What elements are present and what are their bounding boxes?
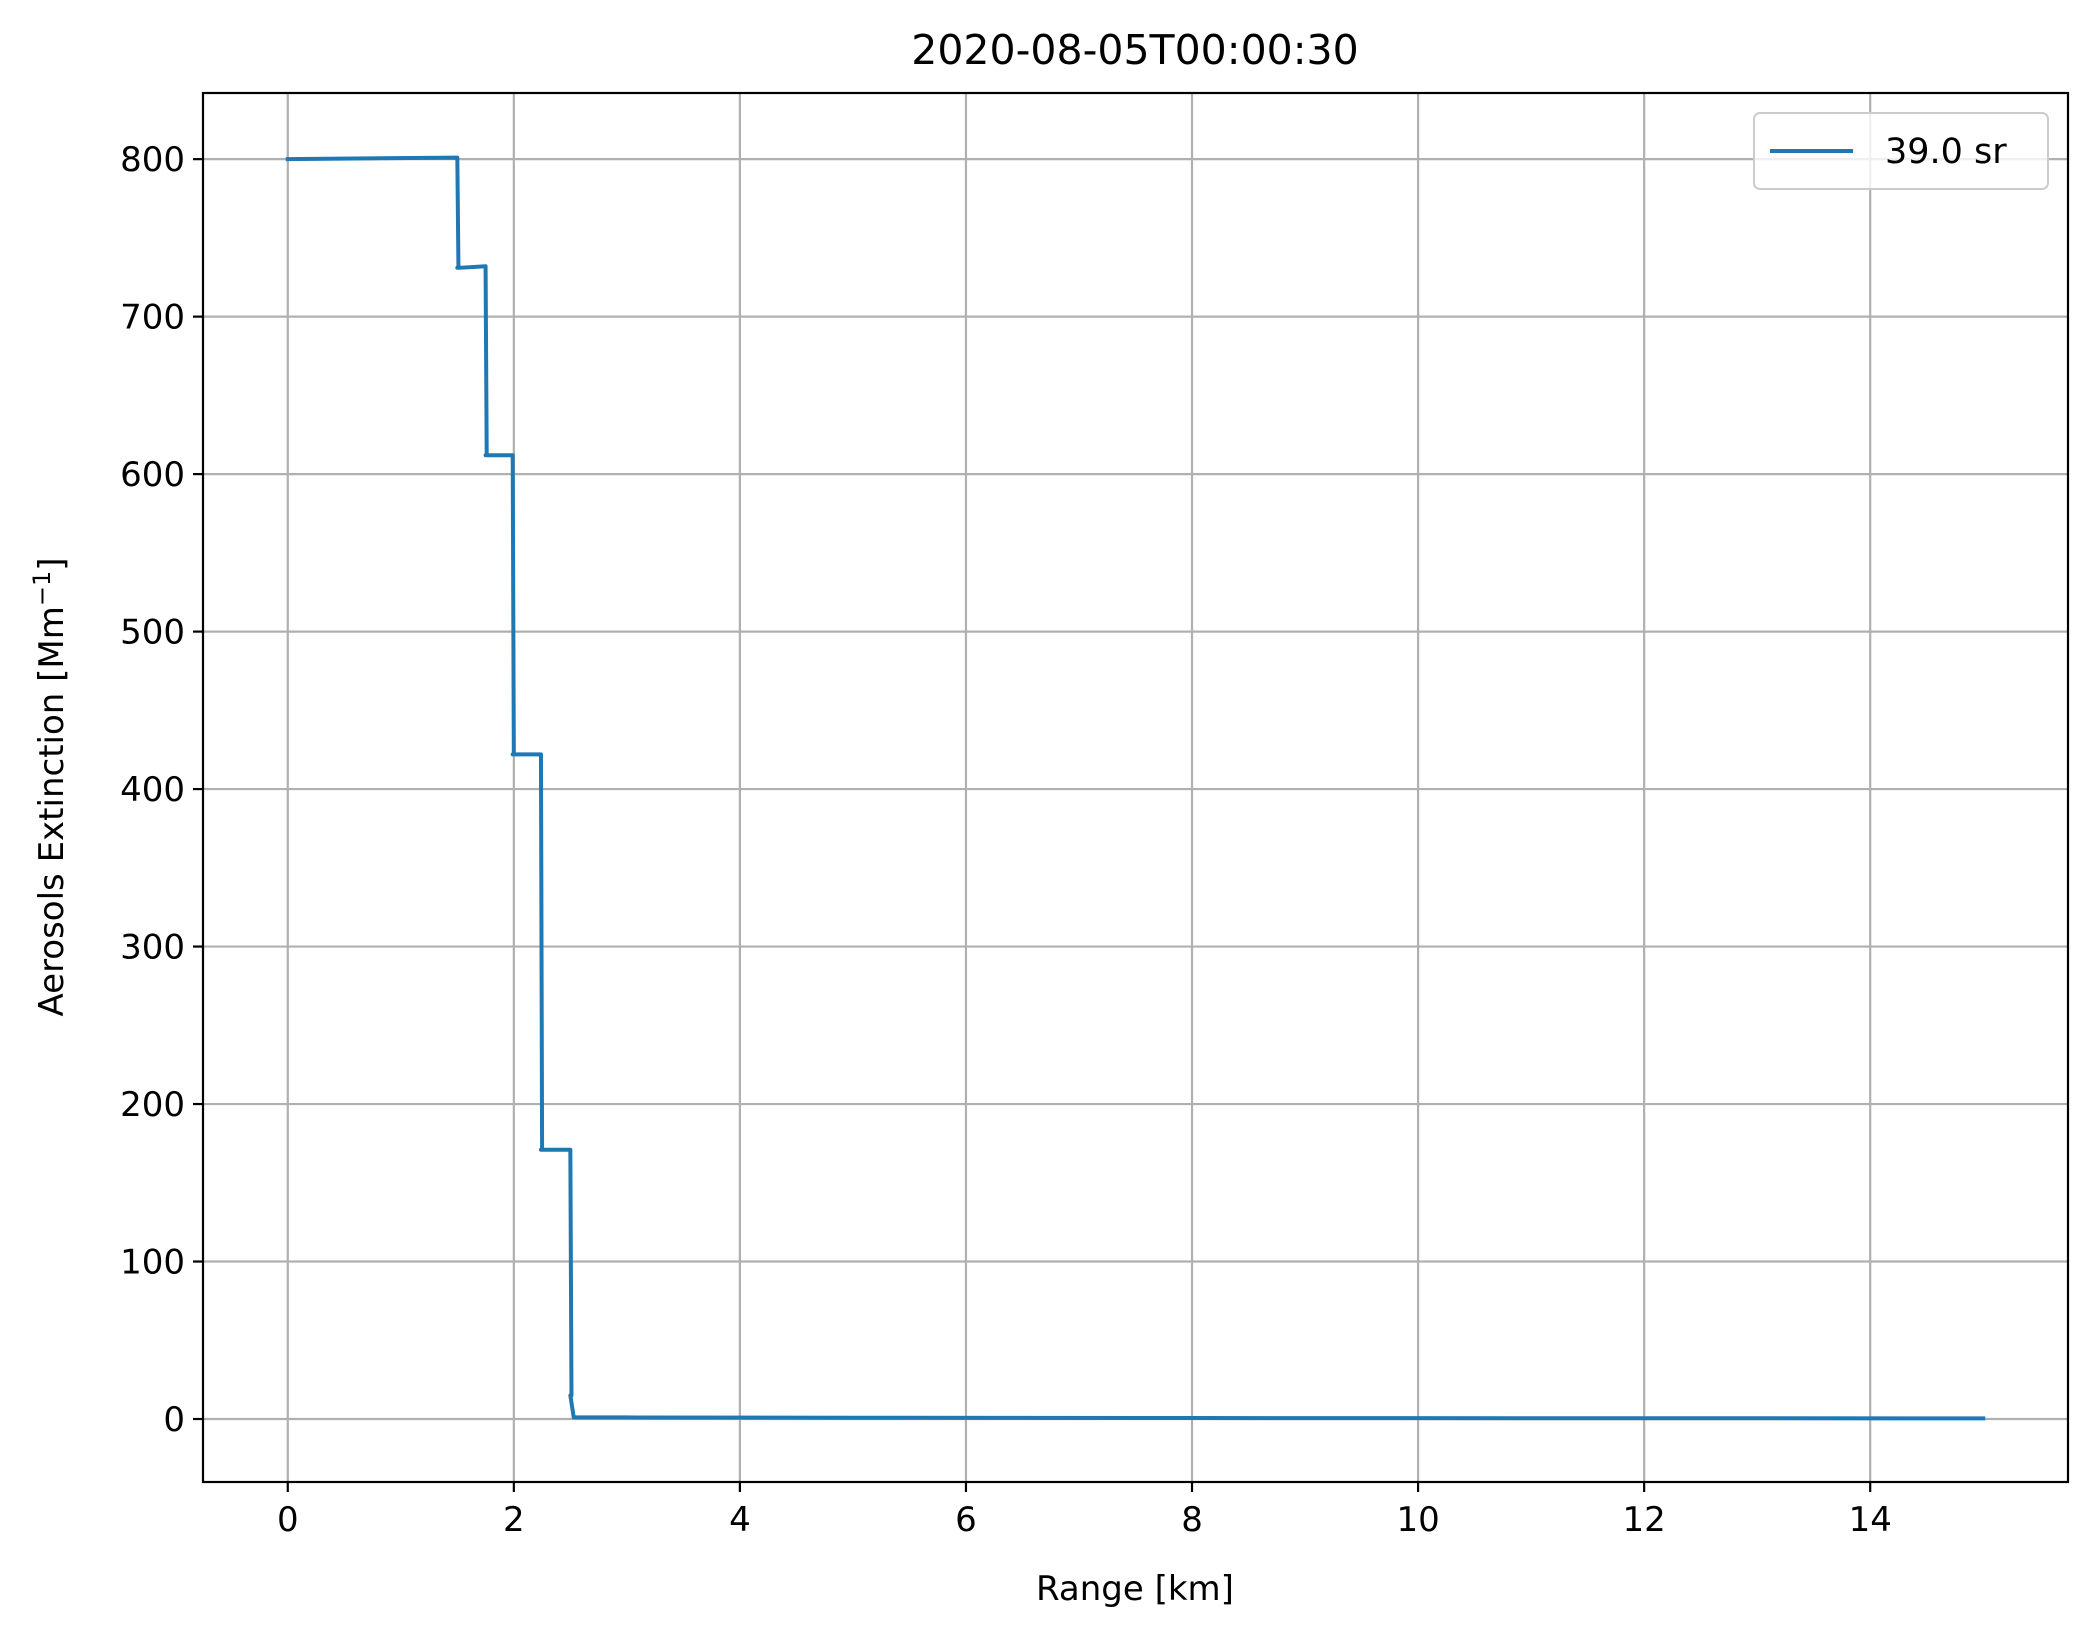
x-tick-label: 6 bbox=[955, 1500, 977, 1540]
chart-title: 2020-08-05T00:00:30 bbox=[911, 26, 1358, 74]
plot-lines bbox=[285, 155, 1986, 1421]
legend: 39.0 sr bbox=[1753, 112, 2049, 190]
axes-frame bbox=[201, 91, 2070, 1484]
y-tick-label: 400 bbox=[120, 770, 185, 810]
x-tick-label: 8 bbox=[1181, 1500, 1203, 1540]
y-tick-label: 300 bbox=[120, 928, 185, 968]
y-tick-label: 100 bbox=[120, 1243, 185, 1283]
y-tick-label: 0 bbox=[163, 1400, 185, 1440]
x-axis-label: Range [km] bbox=[1036, 1569, 1234, 1609]
y-axis-label: Aerosols Extinction [Mm−1] bbox=[28, 557, 72, 1016]
y-tick-label: 700 bbox=[120, 298, 185, 338]
ticks: 0 2 4 6 8 10 12 14 0 100 200 300 400 500 600 700 800 bbox=[120, 140, 1892, 1540]
x-tick-label: 2 bbox=[503, 1500, 525, 1540]
y-tick-label: 800 bbox=[120, 140, 185, 180]
y-tick-label: 500 bbox=[120, 613, 185, 653]
legend-label: 39.0 sr bbox=[1885, 132, 2007, 172]
y-axis-label-superscript: −1 bbox=[28, 571, 56, 606]
x-tick-label: 0 bbox=[277, 1500, 299, 1540]
x-tick-label: 14 bbox=[1849, 1500, 1892, 1540]
series-line bbox=[285, 155, 1986, 1421]
legend-box bbox=[1753, 112, 2049, 190]
x-tick-label: 10 bbox=[1396, 1500, 1439, 1540]
x-tick-label: 4 bbox=[729, 1500, 751, 1540]
y-tick-label: 600 bbox=[120, 455, 185, 495]
y-axis-label-end: ] bbox=[32, 557, 72, 570]
y-tick-label: 200 bbox=[120, 1085, 185, 1125]
grid bbox=[203, 93, 2068, 1482]
y-axis-label-main: Aerosols Extinction [Mm bbox=[32, 606, 72, 1016]
x-tick-label: 12 bbox=[1623, 1500, 1666, 1540]
